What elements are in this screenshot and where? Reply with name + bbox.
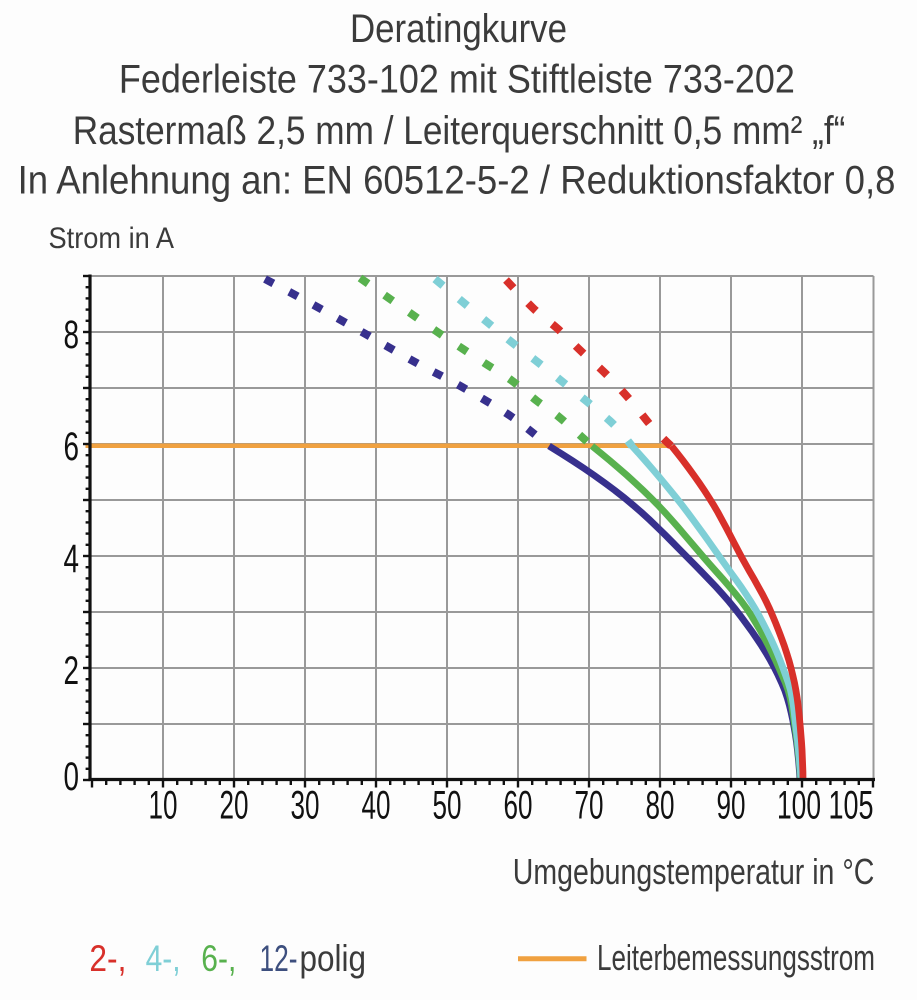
svg-text:0: 0	[64, 755, 80, 799]
svg-text:20: 20	[220, 784, 249, 828]
svg-text:40: 40	[362, 784, 391, 828]
svg-text:polig: polig	[300, 937, 367, 979]
svg-text:Leiterbemessungsstrom: Leiterbemessungsstrom	[597, 937, 875, 978]
svg-text:6: 6	[64, 425, 80, 469]
svg-text:Federleiste 733-102 mit Stiftl: Federleiste 733-102 mit Stiftleiste 733-…	[119, 58, 795, 102]
svg-text:80: 80	[646, 784, 675, 828]
svg-text:105: 105	[829, 784, 874, 828]
svg-text:Umgebungstemperatur in °C: Umgebungstemperatur in °C	[513, 851, 875, 892]
svg-text:6-,: 6-,	[201, 937, 236, 979]
svg-text:70: 70	[575, 784, 604, 828]
svg-text:100: 100	[777, 784, 821, 828]
svg-text:12-: 12-	[260, 937, 298, 979]
svg-text:2: 2	[64, 649, 80, 693]
svg-text:60: 60	[504, 784, 533, 828]
svg-text:8: 8	[64, 313, 80, 357]
svg-text:Rastermaß 2,5 mm / Leiterquers: Rastermaß 2,5 mm / Leiterquerschnitt 0,5…	[73, 109, 846, 153]
svg-text:Strom in A: Strom in A	[49, 222, 175, 255]
svg-text:In Anlehnung an: EN 60512-5-2: In Anlehnung an: EN 60512-5-2 / Reduktio…	[18, 159, 896, 203]
svg-text:2-,: 2-,	[89, 937, 126, 979]
svg-text:30: 30	[291, 784, 320, 828]
svg-text:Deratingkurve: Deratingkurve	[350, 7, 567, 51]
svg-text:50: 50	[433, 784, 462, 828]
svg-text:4-,: 4-,	[146, 937, 181, 979]
svg-text:90: 90	[717, 784, 746, 828]
svg-text:10: 10	[149, 784, 178, 828]
svg-text:4: 4	[64, 537, 80, 581]
